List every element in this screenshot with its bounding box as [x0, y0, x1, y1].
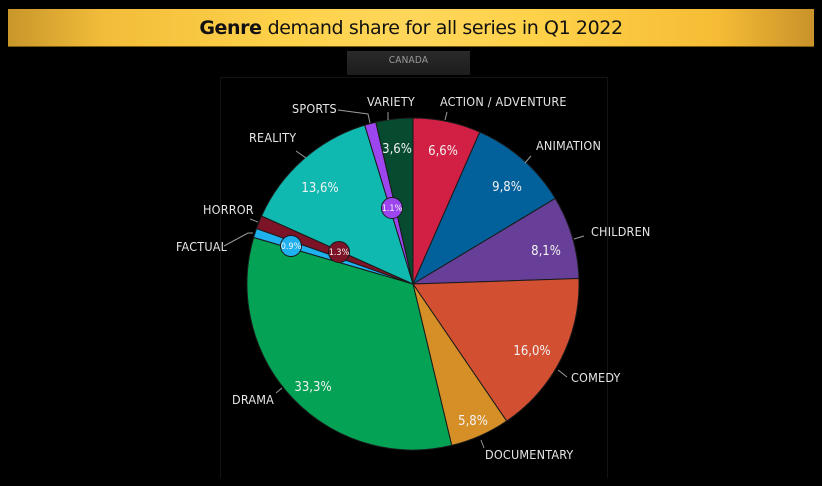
- slice-label-factual: FACTUAL: [176, 239, 228, 254]
- leader-line-action-adventure: [444, 111, 448, 121]
- pct-value-horror: 1.3%: [329, 248, 350, 258]
- pct-value-variety: 3,6%: [382, 142, 412, 157]
- pct-value-factual: 0.9%: [281, 242, 302, 252]
- leader-line-sports: [337, 109, 371, 124]
- slice-label-action-adventure: ACTION / ADVENTURE: [440, 94, 567, 109]
- slice-label-animation: ANIMATION: [536, 138, 601, 153]
- pie-slice-drama: [246, 236, 453, 451]
- pct-value-drama: 33,3%: [294, 380, 331, 395]
- slice-label-children: CHILDREN: [591, 224, 650, 239]
- title-rest: demand share for all series in Q1 2022: [267, 16, 623, 39]
- leader-line-factual: [223, 232, 253, 247]
- slice-label-sports: SPORTS: [292, 101, 337, 116]
- slice-label-documentary: DOCUMENTARY: [485, 447, 574, 462]
- region-tab-canada[interactable]: CANADA: [347, 51, 470, 75]
- slice-label-variety: VARIETY: [367, 94, 415, 109]
- pct-bubble-horror: [328, 241, 350, 263]
- leader-line-documentary: [480, 439, 485, 449]
- slice-label-comedy: COMEDY: [571, 370, 621, 385]
- pct-value-comedy: 16,0%: [513, 344, 550, 359]
- label-leader-lines: [223, 109, 585, 449]
- chart-panel: [220, 77, 608, 478]
- slice-percentages: 6,6% 9,8% 8,1% 16,0% 5,8% 33,3% 0.9% 1.3% 13,6% 1…: [280, 142, 561, 429]
- leader-line-reality: [295, 150, 307, 159]
- pie-slice-comedy: [412, 278, 580, 422]
- pct-value-action-adventure: 6,6%: [428, 144, 458, 159]
- title-bold: Genre: [199, 16, 262, 39]
- leader-line-animation: [524, 155, 532, 164]
- pct-value-documentary: 5,8%: [458, 414, 488, 429]
- leader-line-horror: [249, 218, 259, 223]
- chart-title-bar: Genre demand share for all series in Q1 …: [8, 9, 814, 47]
- pct-value-reality: 13,6%: [301, 181, 338, 196]
- slice-labels: ACTION / ADVENTURE ANIMATION CHILDREN COMED…: [176, 94, 650, 462]
- slice-label-horror: HORROR: [203, 202, 254, 217]
- pie-slices: [246, 117, 580, 451]
- leader-line-children: [573, 235, 585, 240]
- pct-bubble-sports: [381, 197, 403, 219]
- leader-line-drama: [275, 387, 283, 394]
- pct-value-animation: 9,8%: [492, 180, 522, 195]
- pct-value-children: 8,1%: [531, 244, 561, 259]
- slice-label-drama: DRAMA: [232, 392, 274, 407]
- leader-line-comedy: [557, 369, 568, 378]
- pie-slice-animation: [411, 131, 556, 286]
- pct-value-sports: 1.1%: [382, 204, 403, 214]
- pie-slice-reality: [260, 124, 414, 285]
- pct-bubble-factual: [280, 235, 302, 257]
- slice-label-reality: REALITY: [249, 130, 296, 145]
